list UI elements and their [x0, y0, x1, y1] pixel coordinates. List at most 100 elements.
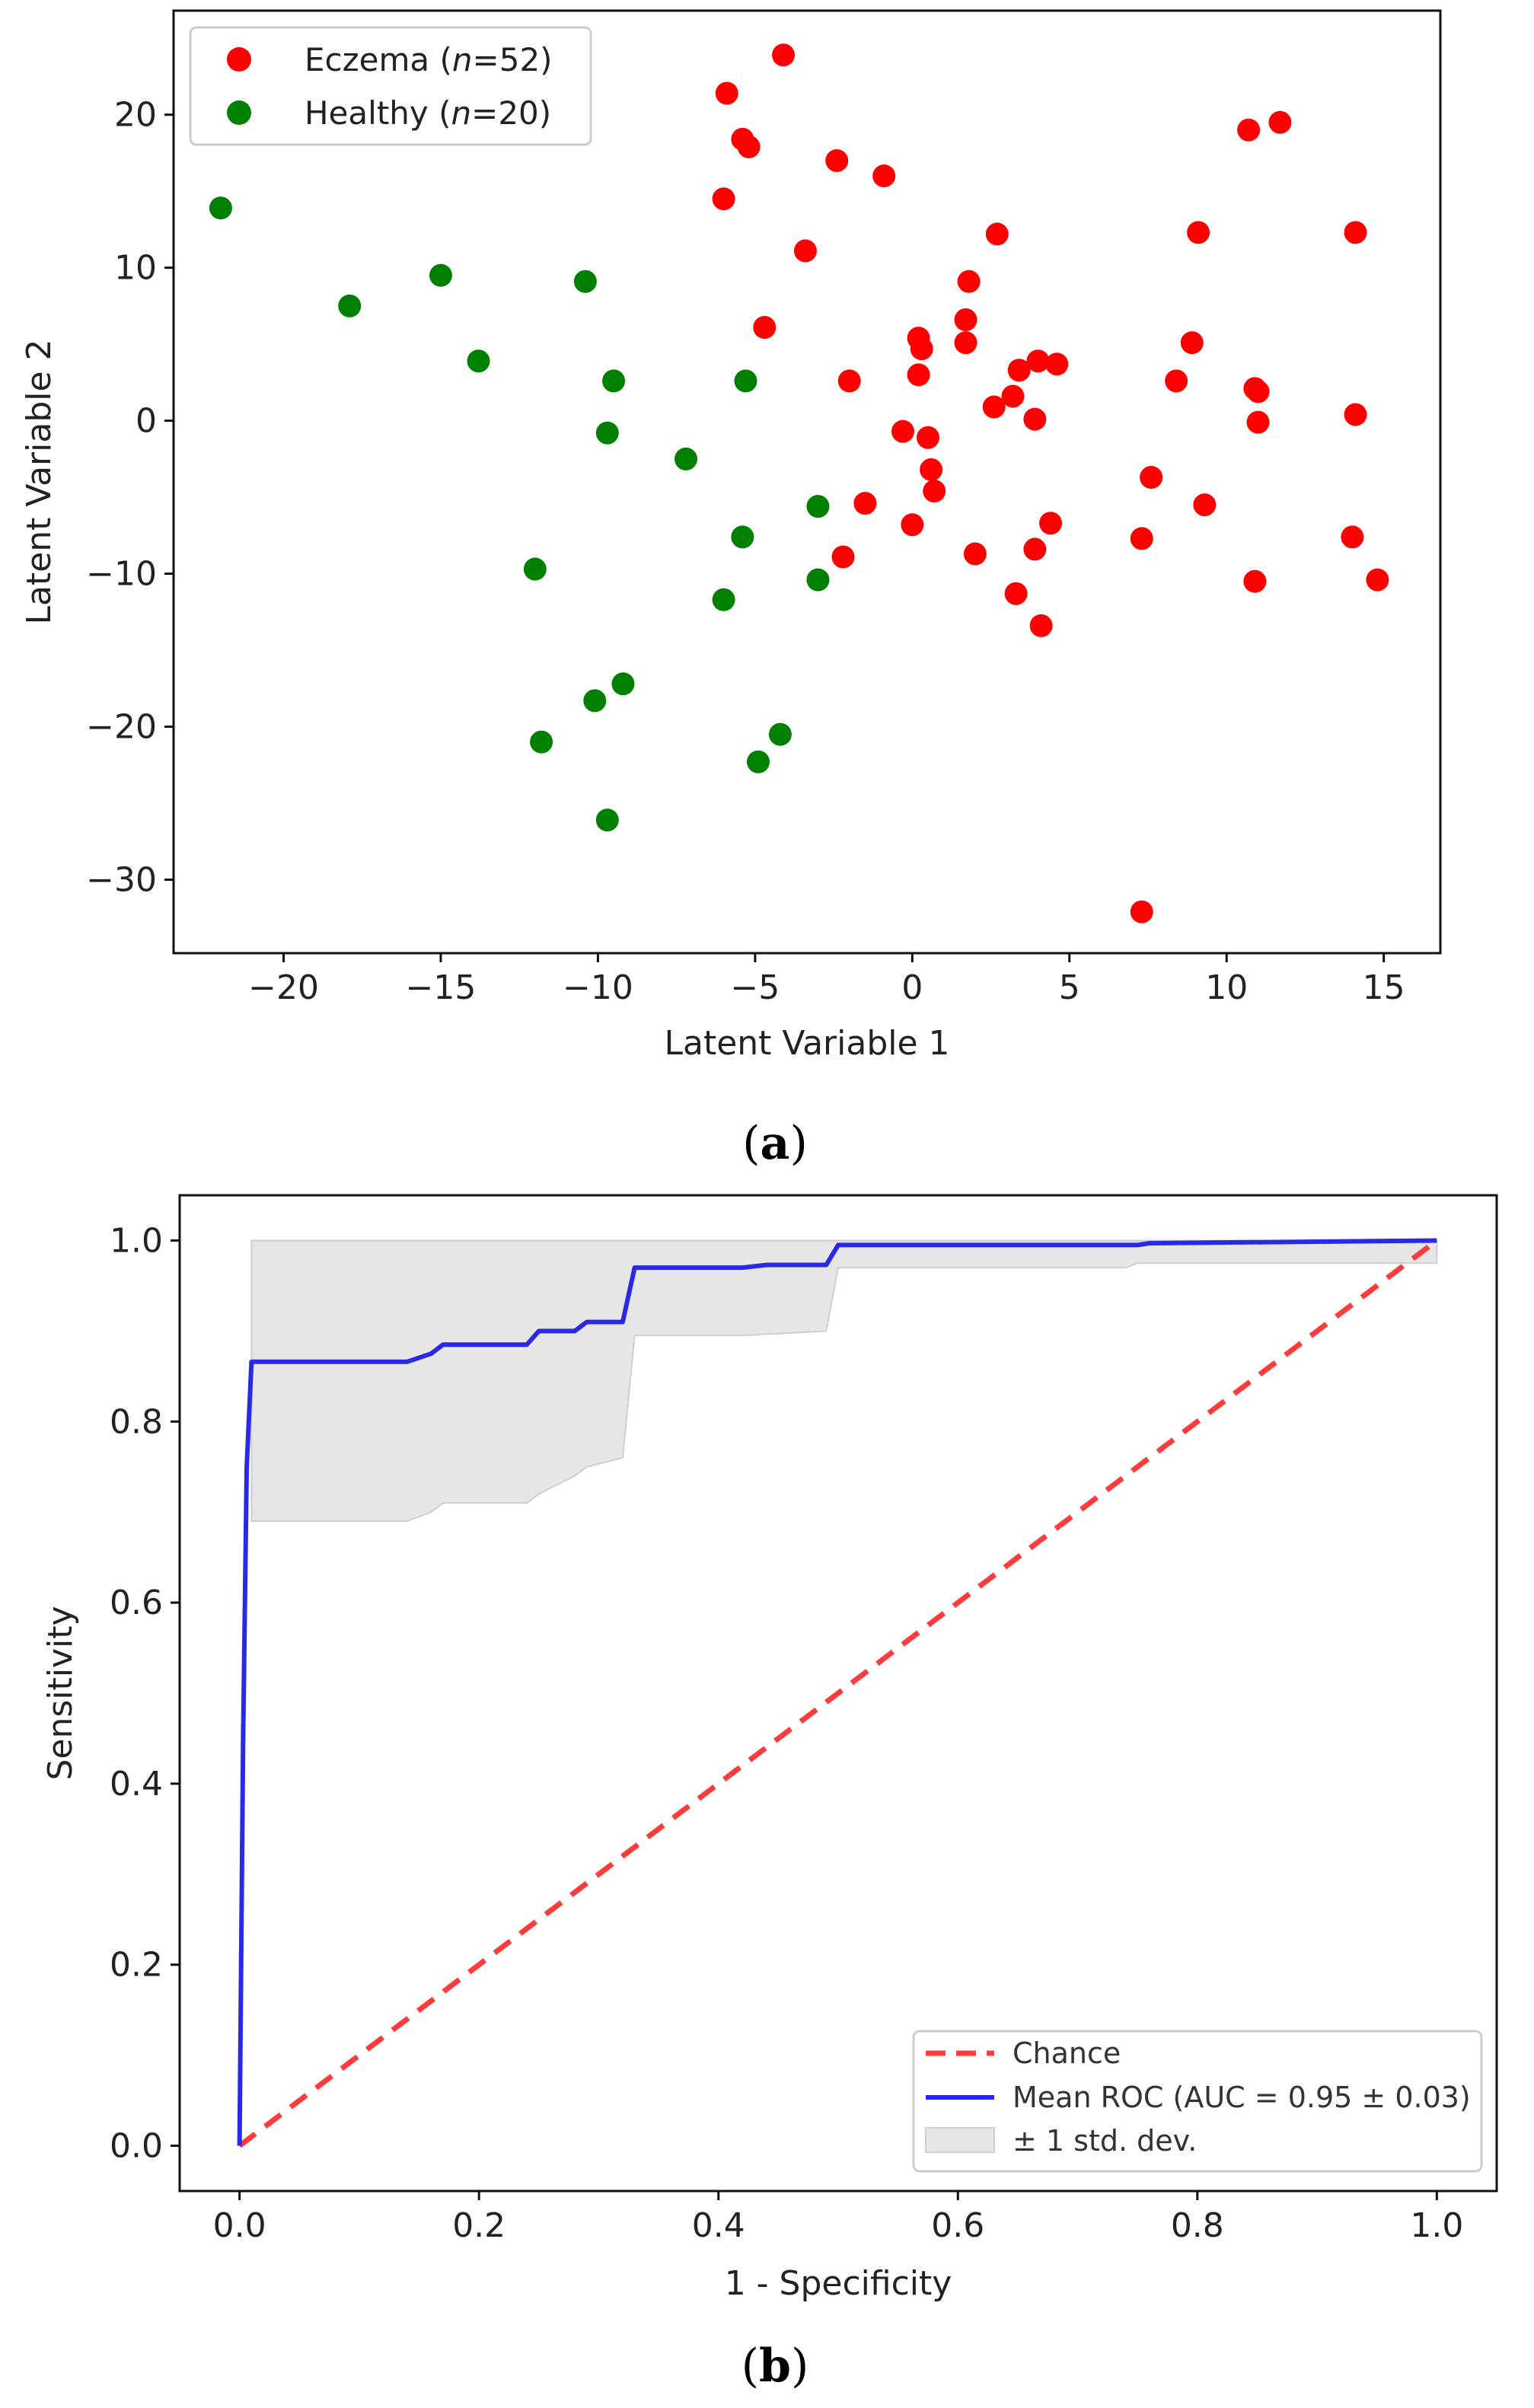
- eczema-point-50: [1366, 568, 1389, 592]
- healthy-point-6: [595, 421, 619, 445]
- eczema-point-24: [916, 426, 939, 449]
- y-tick-label-a-4: −20: [86, 708, 157, 747]
- eczema-point-34: [1029, 614, 1053, 637]
- x-tick-label-a-1: −15: [406, 968, 477, 1007]
- healthy-point-14: [530, 730, 553, 754]
- x-tick-label-a-0: −20: [248, 968, 319, 1007]
- eczema-point-48: [1344, 403, 1367, 426]
- eczema-point-25: [920, 458, 943, 481]
- y-axis-label-b: Sensitivity: [41, 1606, 80, 1780]
- x-axis-label-a: Latent Variable 1: [664, 1024, 949, 1063]
- eczema-point-0: [772, 43, 796, 67]
- y-tick-label-a-5: −30: [86, 861, 157, 900]
- x-tick-label-b-5: 1.0: [1410, 2206, 1463, 2245]
- x-tick-label-a-2: −10: [563, 968, 633, 1007]
- eczema-point-14: [910, 337, 933, 361]
- legend-a-frame: [189, 26, 592, 146]
- y-tick-label-b-3: 0.6: [110, 1584, 163, 1622]
- healthy-point-13: [523, 557, 547, 581]
- legend-b-marker-2: [925, 2127, 995, 2153]
- x-tick-label-a-5: 5: [1059, 968, 1080, 1007]
- eczema-point-20: [1001, 384, 1025, 408]
- y-tick-label-b-2: 0.4: [110, 1765, 163, 1804]
- eczema-point-30: [963, 542, 987, 566]
- eczema-point-12: [954, 308, 977, 331]
- y-tick-label-a-1: 10: [114, 249, 157, 288]
- x-tick-label-b-1: 0.2: [452, 2206, 505, 2245]
- eczema-point-46: [1243, 569, 1267, 593]
- eczema-point-5: [872, 164, 896, 188]
- healthy-point-9: [806, 495, 830, 518]
- caption-a-letter: a: [761, 1117, 790, 1170]
- eczema-point-17: [1026, 349, 1050, 373]
- caption-a: (a): [742, 1117, 808, 1170]
- healthy-point-11: [806, 568, 830, 592]
- healthy-point-10: [731, 525, 754, 549]
- x-tick-label-a-6: 10: [1205, 968, 1248, 1007]
- eczema-point-32: [1039, 512, 1062, 535]
- legend-b: Chance Mean ROC (AUC = 0.95 ± 0.03) ± 1 st…: [912, 2030, 1483, 2173]
- eczema-point-4: [825, 148, 849, 172]
- healthy-point-3: [467, 349, 490, 373]
- healthy-point-8: [734, 369, 757, 393]
- healthy-point-1: [338, 294, 362, 317]
- std-dev-band: [250, 1239, 1438, 1523]
- x-tick-label-b-3: 0.6: [931, 2206, 984, 2245]
- eczema-point-47: [1344, 221, 1367, 244]
- y-tick-label-b-4: 0.8: [110, 1402, 163, 1441]
- eczema-point-16: [1007, 359, 1031, 382]
- healthy-point-2: [429, 263, 452, 287]
- eczema-point-33: [1004, 582, 1028, 605]
- eczema-point-44: [1246, 380, 1270, 403]
- eczema-point-40: [1187, 221, 1210, 244]
- eczema-point-18: [1045, 352, 1069, 376]
- eczema-point-28: [901, 513, 924, 537]
- eczema-point-11: [957, 270, 981, 293]
- legend-a-label-0: Eczema (n=52): [305, 41, 553, 78]
- eczema-point-19: [907, 363, 930, 387]
- x-tick-label-b-4: 0.8: [1171, 2206, 1224, 2245]
- eczema-point-26: [923, 480, 946, 503]
- legend-b-label-1: Mean ROC (AUC = 0.95 ± 0.03): [1013, 2081, 1471, 2114]
- legend-b-frame: [912, 2030, 1483, 2173]
- healthy-point-18: [768, 722, 792, 746]
- healthy-point-19: [747, 750, 770, 773]
- x-tick-label-b-0: 0.0: [213, 2206, 266, 2245]
- healthy-point-17: [595, 809, 619, 832]
- eczema-point-39: [1180, 331, 1204, 355]
- healthy-point-16: [611, 672, 635, 696]
- eczema-point-42: [1268, 110, 1292, 134]
- eczema-point-7: [793, 239, 817, 263]
- eczema-point-1: [715, 81, 738, 105]
- x-tick-label-b-2: 0.4: [692, 2206, 745, 2245]
- eczema-point-8: [753, 316, 777, 340]
- y-tick-label-a-0: 20: [114, 96, 157, 135]
- eczema-point-35: [1130, 527, 1153, 550]
- roc-panel-b: 0.0 0.2 0.4 0.6 0.8 1.0 0.0 0.2 0.4 0.6 0.8 1.0 1 - …: [41, 1194, 1498, 2303]
- healthy-point-7: [675, 447, 698, 470]
- eczema-point-37: [1193, 493, 1217, 517]
- x-tick-label-a-3: −5: [730, 968, 780, 1007]
- eczema-point-22: [1023, 407, 1047, 431]
- chance-line: [238, 1238, 1439, 2148]
- eczema-point-6: [712, 187, 735, 211]
- plot-frame-a: [172, 9, 1442, 955]
- y-tick-label-b-1: 0.2: [110, 1946, 163, 1985]
- eczema-point-51: [1130, 900, 1153, 923]
- mean-roc-line: [237, 1238, 1437, 2146]
- y-tick-label-a-3: −10: [86, 555, 157, 594]
- healthy-point-5: [602, 369, 626, 393]
- y-tick-label-b-5: 1.0: [110, 1221, 163, 1260]
- eczema-point-29: [831, 545, 855, 569]
- x-axis-label-b: 1 - Specificity: [725, 2264, 952, 2303]
- y-axis-label-a: Latent Variable 2: [20, 339, 59, 624]
- eczema-point-49: [1341, 525, 1364, 549]
- scatter-panel-a: −20 −15 −10 −5 0 5 10 15 20 10 0 −10 −20 −30 Latent Va…: [20, 9, 1442, 1063]
- eczema-point-27: [853, 492, 877, 515]
- x-tick-label-a-4: 0: [901, 968, 923, 1007]
- eczema-point-23: [891, 419, 914, 443]
- eczema-point-9: [837, 369, 861, 393]
- eczema-point-10: [985, 222, 1009, 246]
- caption-b: (b): [741, 2339, 809, 2393]
